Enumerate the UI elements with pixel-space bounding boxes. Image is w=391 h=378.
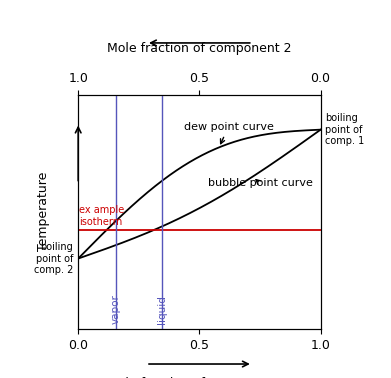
Text: boiling
point of
comp. 1: boiling point of comp. 1	[325, 113, 365, 146]
Text: liquid: liquid	[157, 295, 167, 324]
Text: ex ample
isotherm: ex ample isotherm	[79, 205, 125, 227]
X-axis label: Mole fraction of component 2: Mole fraction of component 2	[107, 42, 292, 55]
Text: vapor: vapor	[111, 294, 121, 324]
Text: boiling
point of
comp. 2: boiling point of comp. 2	[34, 242, 74, 275]
Text: dew point curve: dew point curve	[183, 122, 273, 144]
X-axis label: Mole fraction of component 1: Mole fraction of component 1	[107, 376, 292, 378]
Y-axis label: Temperature: Temperature	[38, 172, 50, 251]
Text: bubble point curve: bubble point curve	[208, 178, 312, 188]
